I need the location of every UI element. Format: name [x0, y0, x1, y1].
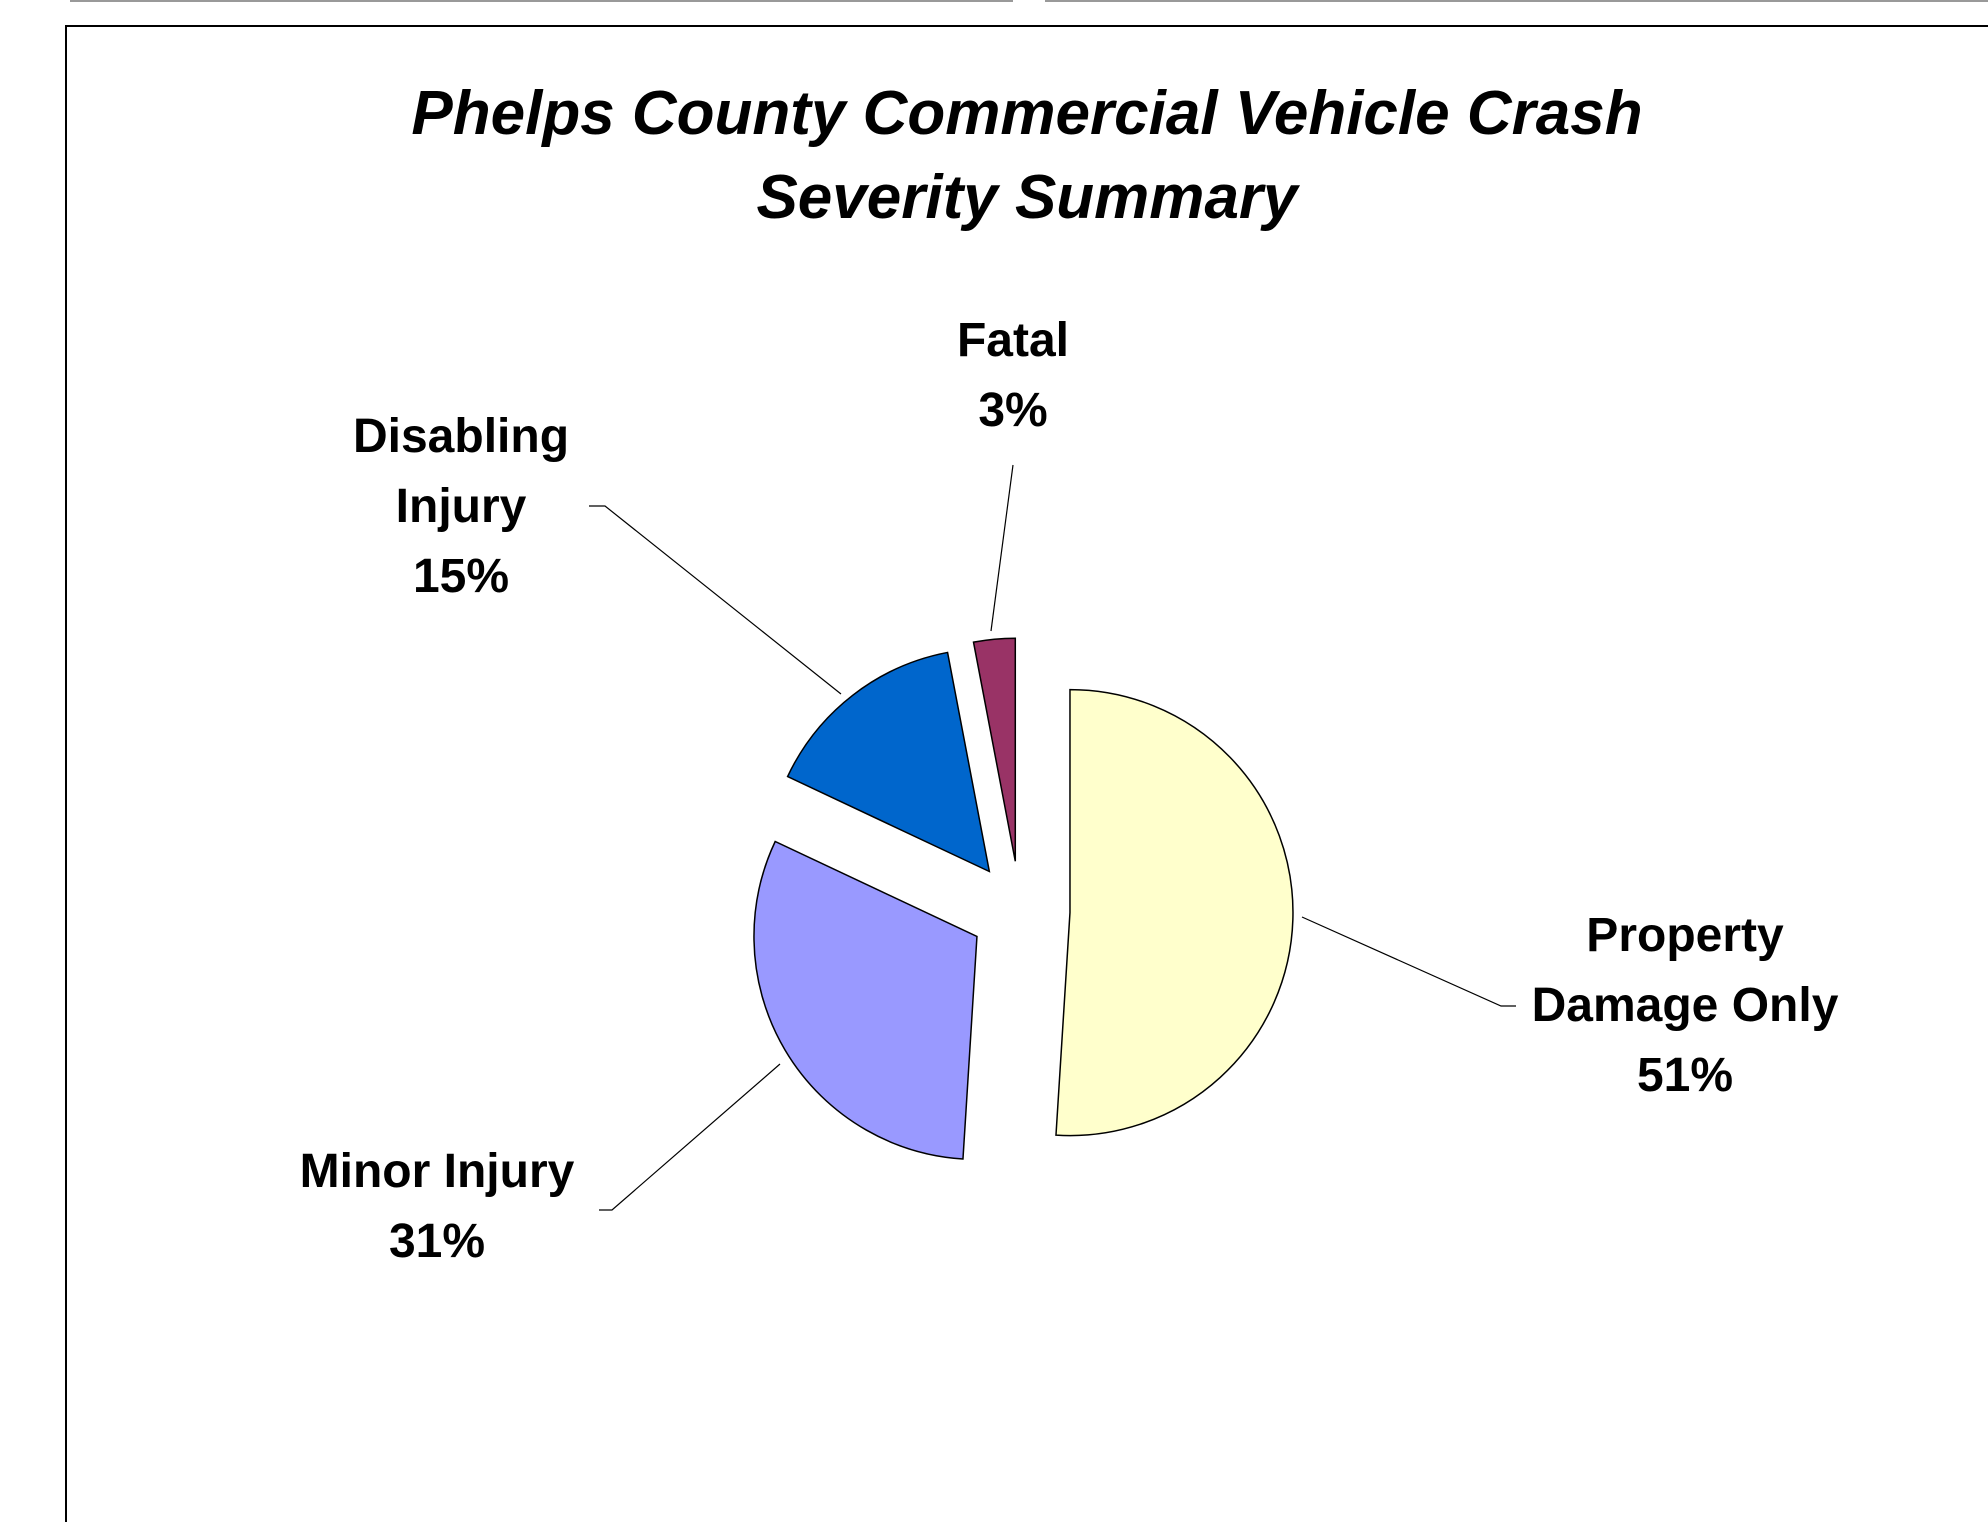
pie-slice	[786, 651, 991, 873]
chart-title: Phelps County Commercial Vehicle Crash S…	[66, 72, 1988, 240]
value-label: 3%	[978, 384, 1048, 437]
leader-line	[599, 1063, 781, 1211]
slice-label: Property Damage Only 51%	[1515, 901, 1855, 1111]
slice-label: Disabling Injury 15%	[326, 402, 596, 612]
category-label: Minor Injury	[299, 1145, 575, 1198]
pie-slice	[972, 637, 1017, 862]
category-label: Disabling Injury	[352, 410, 570, 533]
pie	[753, 637, 1294, 1160]
frame	[65, 25, 1988, 1522]
leader-line	[990, 464, 1014, 632]
category-label: Property Damage Only	[1531, 909, 1839, 1032]
pie-slice	[1055, 688, 1294, 1137]
title-text: Phelps County Commercial Vehicle Crash S…	[411, 79, 1643, 232]
category-label: Fatal	[956, 314, 1070, 367]
value-label: 31%	[388, 1215, 486, 1268]
leader-line	[1301, 916, 1516, 1007]
value-label: 51%	[1636, 1049, 1734, 1102]
slice-label: Fatal 3%	[913, 306, 1113, 446]
leader-line	[589, 505, 842, 695]
pie-slice	[753, 840, 978, 1160]
slice-label: Minor Injury 31%	[227, 1137, 647, 1277]
value-label: 15%	[412, 550, 510, 603]
